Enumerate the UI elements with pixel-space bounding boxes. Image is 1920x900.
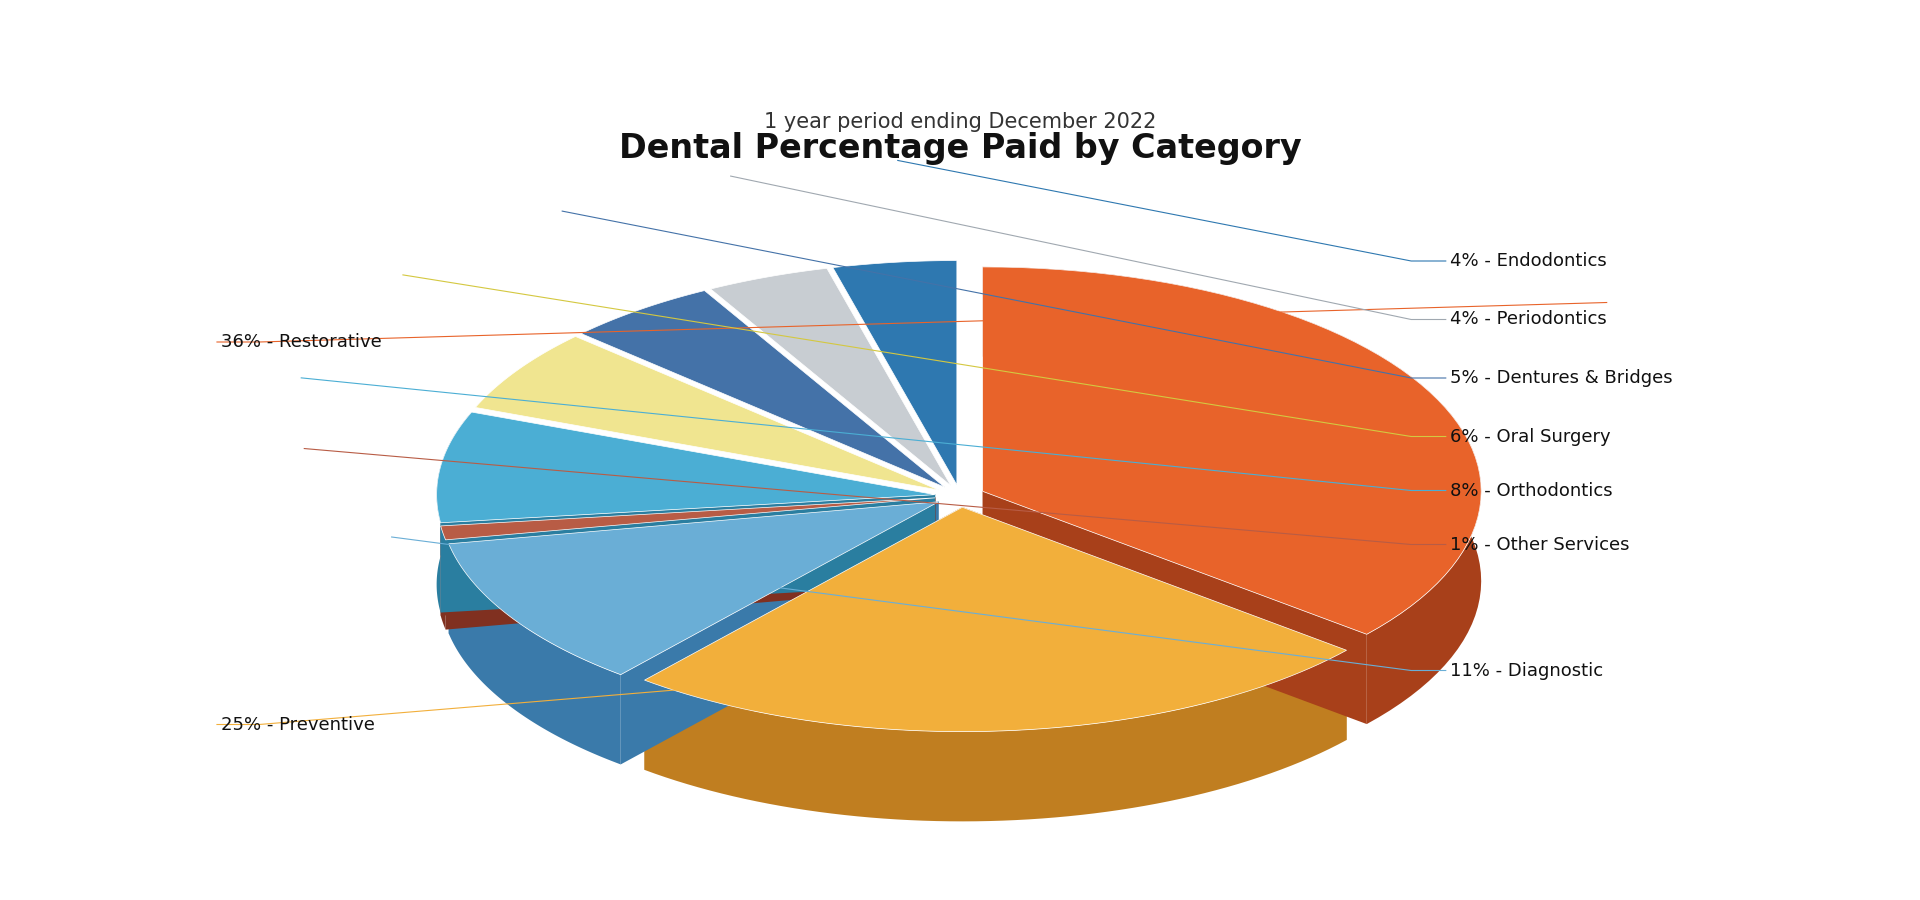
Polygon shape bbox=[449, 544, 620, 764]
Text: 36% - Restorative: 36% - Restorative bbox=[221, 333, 382, 351]
Title: Dental Percentage Paid by Category: Dental Percentage Paid by Category bbox=[618, 132, 1302, 165]
Polygon shape bbox=[645, 651, 1346, 822]
Polygon shape bbox=[449, 502, 939, 634]
Polygon shape bbox=[449, 502, 939, 675]
Polygon shape bbox=[710, 268, 950, 486]
Polygon shape bbox=[442, 498, 935, 540]
Text: 6% - Oral Surgery: 6% - Oral Surgery bbox=[1450, 428, 1611, 446]
Polygon shape bbox=[983, 267, 1480, 634]
Text: 8% - Orthodontics: 8% - Orthodontics bbox=[1450, 482, 1613, 500]
Polygon shape bbox=[436, 412, 935, 523]
Polygon shape bbox=[983, 491, 1367, 724]
Polygon shape bbox=[436, 412, 472, 613]
Text: 11% - Diagnostic: 11% - Diagnostic bbox=[1450, 662, 1603, 680]
Polygon shape bbox=[645, 508, 962, 770]
Text: 4% - Endodontics: 4% - Endodontics bbox=[1450, 252, 1607, 270]
Polygon shape bbox=[445, 498, 935, 630]
Text: 1% - Other Services: 1% - Other Services bbox=[1450, 536, 1628, 554]
Polygon shape bbox=[983, 267, 1480, 724]
Text: 5% - Dentures & Bridges: 5% - Dentures & Bridges bbox=[1450, 369, 1672, 387]
Polygon shape bbox=[620, 502, 939, 764]
Polygon shape bbox=[440, 495, 935, 613]
Polygon shape bbox=[582, 291, 945, 487]
Polygon shape bbox=[645, 508, 1346, 732]
Text: 25% - Preventive: 25% - Preventive bbox=[221, 716, 374, 733]
Polygon shape bbox=[442, 526, 445, 630]
Polygon shape bbox=[442, 498, 935, 616]
Polygon shape bbox=[833, 261, 956, 485]
Text: 1 year period ending December 2022: 1 year period ending December 2022 bbox=[764, 112, 1156, 132]
Polygon shape bbox=[962, 508, 1346, 740]
Polygon shape bbox=[476, 337, 939, 491]
Text: 4% - Periodontics: 4% - Periodontics bbox=[1450, 310, 1607, 328]
